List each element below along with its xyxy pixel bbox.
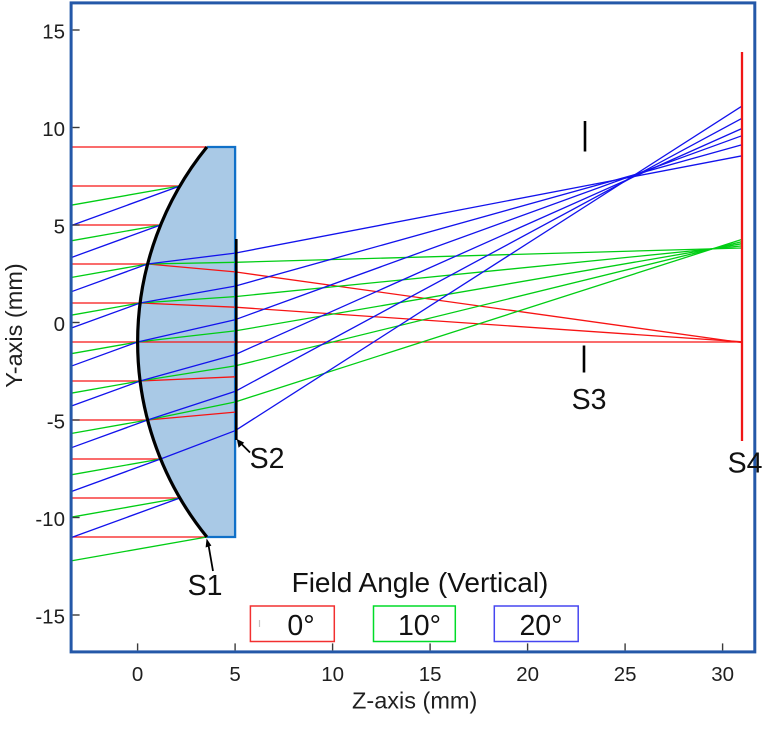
svg-text:0: 0 bbox=[54, 313, 65, 336]
svg-text:15: 15 bbox=[42, 21, 65, 44]
svg-text:30: 30 bbox=[711, 663, 734, 686]
svg-text:10°: 10° bbox=[398, 610, 441, 642]
svg-text:5: 5 bbox=[229, 663, 240, 686]
svg-text:20: 20 bbox=[516, 663, 539, 686]
svg-text:-5: -5 bbox=[47, 411, 65, 434]
svg-text:10: 10 bbox=[321, 663, 344, 686]
svg-text:-10: -10 bbox=[35, 508, 65, 531]
svg-text:Z-axis (mm): Z-axis (mm) bbox=[352, 688, 477, 714]
svg-text:Field Angle (Vertical): Field Angle (Vertical) bbox=[292, 567, 549, 598]
svg-text:10: 10 bbox=[42, 118, 65, 141]
svg-text:0: 0 bbox=[132, 663, 143, 686]
svg-text:Y-axis (mm): Y-axis (mm) bbox=[1, 263, 27, 387]
svg-text:S2: S2 bbox=[250, 443, 285, 475]
svg-text:15: 15 bbox=[419, 663, 442, 686]
svg-text:S1: S1 bbox=[188, 570, 223, 602]
svg-text:S4: S4 bbox=[728, 448, 763, 480]
svg-text:25: 25 bbox=[614, 663, 637, 686]
svg-text:0°: 0° bbox=[287, 610, 314, 642]
svg-text:20°: 20° bbox=[519, 610, 562, 642]
svg-text:5: 5 bbox=[54, 216, 65, 239]
svg-text:-15: -15 bbox=[35, 606, 65, 629]
svg-text:S3: S3 bbox=[572, 384, 607, 416]
